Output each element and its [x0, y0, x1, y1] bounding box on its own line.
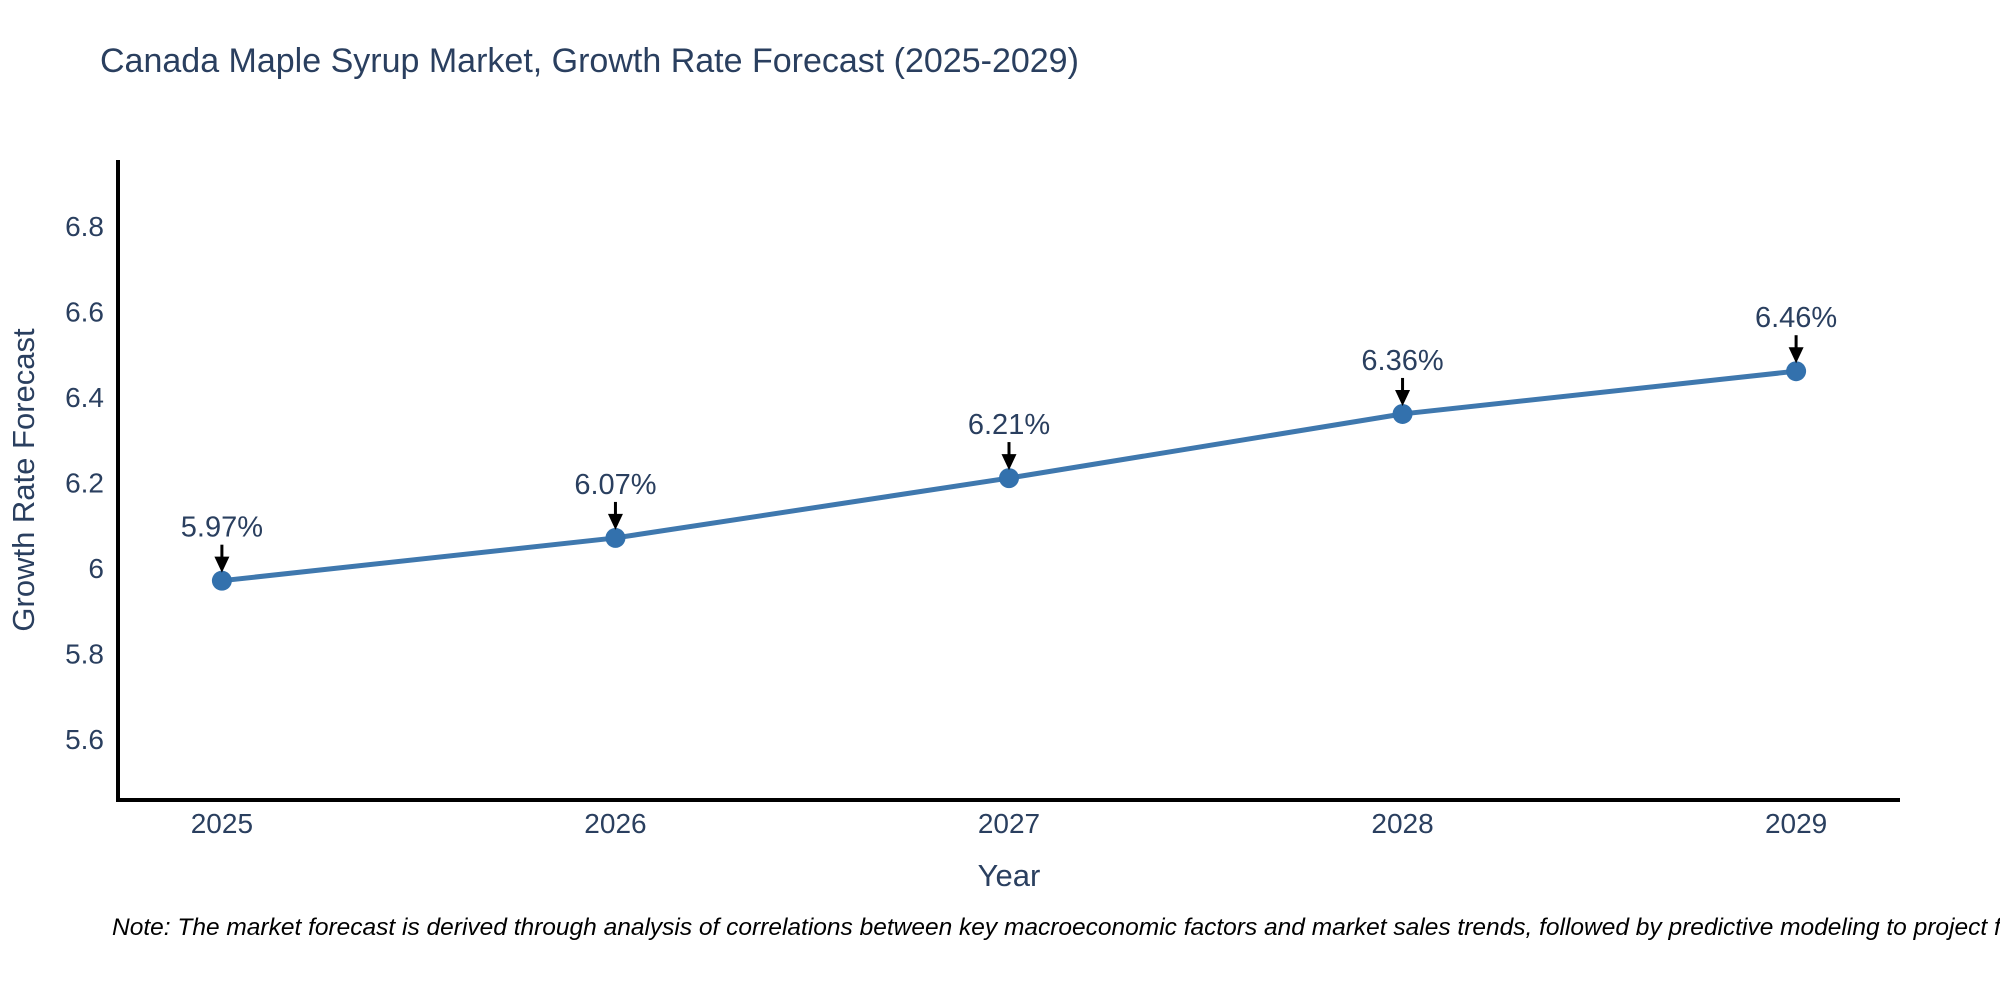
y-tick-label: 6.6: [65, 296, 104, 327]
y-tick-label: 5.6: [65, 724, 104, 755]
data-point-marker: [211, 570, 232, 591]
plot-series-group: 5.6 5.8 6 6.2 6.4 6.6 6.8 2025 2026 2027 2028 2029 5…: [65, 160, 1900, 839]
data-point-label: 6.46%: [1755, 302, 1837, 334]
x-tick-label: 2028: [1371, 808, 1433, 839]
footnote-text: Note: The market forecast is derived thr…: [112, 914, 2000, 941]
data-point-label: 5.97%: [181, 512, 263, 544]
annotation-arrow-head-icon: [607, 513, 623, 530]
annotation-arrow-head-icon: [1001, 454, 1017, 471]
y-tick-label: 6: [88, 553, 104, 584]
annotation-arrow-head-icon: [214, 556, 230, 573]
data-point-marker: [605, 527, 626, 548]
y-tick-label: 6.8: [65, 211, 104, 242]
chart-title: Canada Maple Syrup Market, Growth Rate F…: [100, 42, 1079, 80]
data-point-label: 6.36%: [1361, 345, 1443, 377]
data-point-label: 6.21%: [968, 409, 1050, 441]
x-tick-label: 2027: [978, 808, 1040, 839]
data-point-marker: [1392, 403, 1413, 424]
data-point-marker: [1786, 361, 1807, 382]
data-point-marker: [999, 468, 1019, 489]
x-tick-label: 2029: [1765, 808, 1827, 839]
annotation-arrow-head-icon: [1395, 389, 1411, 406]
annotation-arrow-head-icon: [1788, 347, 1804, 364]
x-tick-label: 2025: [191, 808, 253, 839]
y-axis-title: Growth Rate Forecast: [6, 328, 41, 632]
y-tick-label: 6.2: [65, 467, 104, 498]
data-point-label: 6.07%: [574, 469, 656, 501]
x-axis-title: Year: [978, 858, 1041, 893]
x-tick-label: 2026: [584, 808, 646, 839]
y-tick-label: 5.8: [65, 638, 104, 669]
y-tick-label: 6.4: [65, 382, 104, 413]
